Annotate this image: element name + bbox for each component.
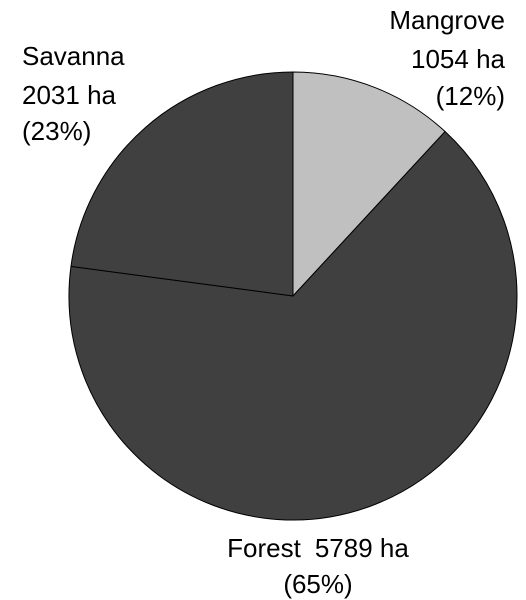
percent-label: (12%) xyxy=(436,81,505,111)
percent-label: (65%) xyxy=(283,569,352,599)
slice-label: Forest 5789 ha xyxy=(227,533,409,563)
category-label: Savanna xyxy=(22,41,125,71)
value-label: 1054 ha xyxy=(411,44,506,74)
category-label: Mangrove xyxy=(389,5,505,35)
pie-slice xyxy=(292,71,446,298)
pie-slice xyxy=(68,130,518,521)
pie-slice xyxy=(70,71,294,297)
category-label: Forest xyxy=(227,533,301,563)
value-label: 5789 ha xyxy=(315,533,410,563)
value-label: 2031 ha xyxy=(22,80,117,110)
percent-label: (23%) xyxy=(22,116,91,146)
